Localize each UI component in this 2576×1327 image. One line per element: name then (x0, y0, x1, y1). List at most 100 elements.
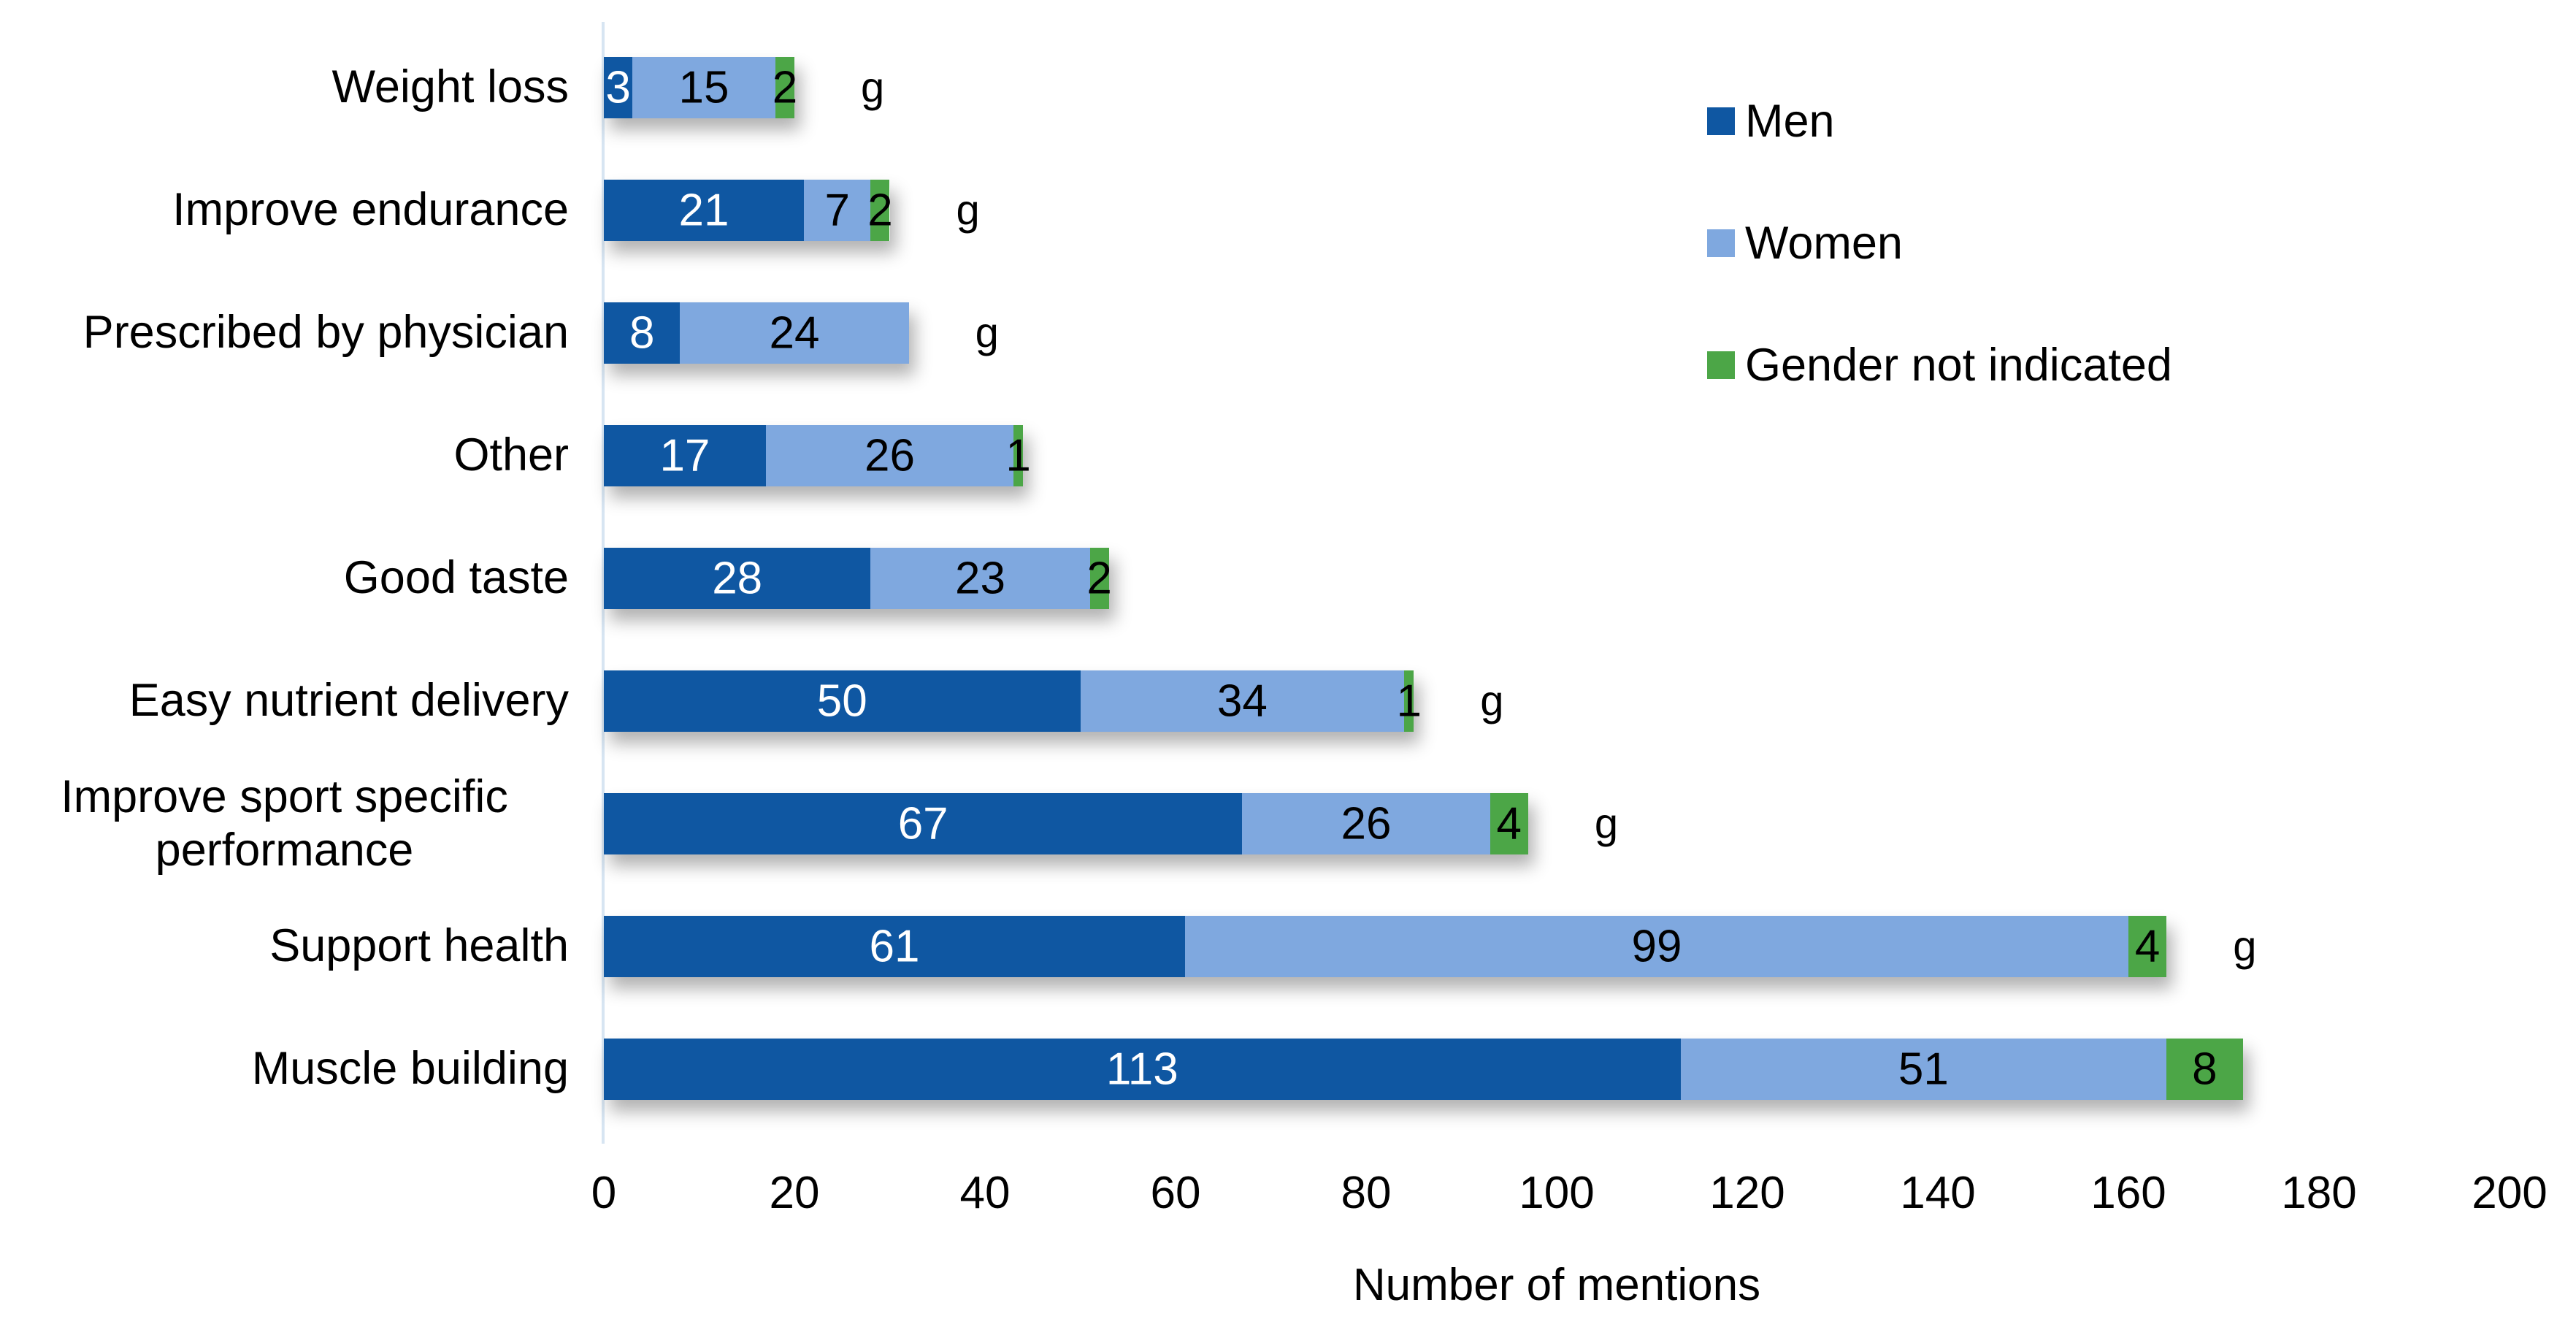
significance-note: g (861, 64, 885, 112)
bar-segment-women: 7 (804, 180, 871, 241)
segment-value: 113 (1105, 1044, 1178, 1095)
x-tick-label: 160 (2090, 1168, 2166, 1218)
bar-row-prescribed-by-physician: Prescribed by physician 8 24 g (0, 272, 2576, 394)
bar-row-support-health: Support health 61 99 4 g (0, 885, 2576, 1008)
bar-segment-gender-not-indicated: 2 (1086, 548, 1112, 609)
category-label: Improve sport specific performance (61, 770, 508, 876)
category-label: Easy nutrient delivery (129, 675, 569, 727)
segment-value: 51 (1898, 1044, 1949, 1095)
x-axis-title: Number of mentions (1352, 1260, 1761, 1310)
bar-segment-women: 24 (680, 302, 909, 364)
bar-segment-gender-not-indicated: 8 (2166, 1039, 2243, 1100)
segment-value: 99 (1631, 921, 1682, 972)
segment-value: 4 (1496, 798, 1522, 849)
legend-label: Women (1745, 218, 1903, 269)
segment-value: 2 (772, 62, 798, 113)
segment-value: 61 (869, 921, 920, 972)
segment-value: 17 (659, 430, 710, 481)
bar-segment-men: 61 (604, 916, 1186, 977)
bar-row-other: Other 17 26 1 (0, 394, 2576, 517)
bar-segment-women: 26 (765, 425, 1014, 486)
stacked-bar: 67 26 4 (604, 793, 1528, 854)
bar-segment-women: 99 (1185, 916, 2128, 977)
bar-track: 61 99 4 g (604, 885, 2510, 1008)
x-tick-label: 140 (1900, 1168, 1976, 1218)
segment-value: 15 (678, 62, 729, 113)
legend-item-women: Women (1707, 217, 2172, 269)
segment-value: 26 (1341, 798, 1392, 849)
bar-segment-women: 34 (1080, 670, 1405, 732)
bar-track: 3 15 2 g (604, 26, 2510, 149)
segment-value: 28 (712, 553, 763, 604)
segment-value: 3 (605, 62, 631, 113)
bar-segment-gender-not-indicated: 2 (867, 180, 893, 241)
x-tick-label: 200 (2472, 1168, 2548, 1218)
legend: Men Women Gender not indicated (1707, 95, 2172, 391)
x-tick-label: 40 (959, 1168, 1011, 1218)
legend-label: Men (1745, 96, 1835, 147)
bar-track: 67 26 4 g (604, 762, 2510, 885)
bar-segment-men: 8 (604, 302, 681, 364)
stacked-bar: 61 99 4 (604, 916, 2167, 977)
bar-segment-men: 3 (604, 57, 633, 118)
x-tick-label: 80 (1341, 1168, 1392, 1218)
bar-segment-gender-not-indicated: 4 (1490, 793, 1528, 854)
bar-segment-gender-not-indicated: 1 (1005, 425, 1031, 486)
bar-segment-men: 21 (604, 180, 805, 241)
segment-value: 8 (629, 307, 655, 359)
bar-segment-gender-not-indicated: 1 (1396, 670, 1422, 732)
bar-segment-men: 28 (604, 548, 871, 609)
category-label: Support health (269, 920, 569, 972)
stacked-bar: 50 34 1 (604, 670, 1422, 732)
bar-segment-men: 17 (604, 425, 766, 486)
significance-note: g (1594, 800, 1619, 848)
bar-segment-men: 113 (604, 1039, 1681, 1100)
stacked-bar: 3 15 2 (604, 57, 798, 118)
bar-row-muscle-building: Muscle building 113 51 8 (0, 1008, 2576, 1131)
bar-segment-women: 26 (1242, 793, 1490, 854)
segment-value: 67 (897, 798, 948, 849)
x-tick-label: 120 (1709, 1168, 1785, 1218)
segment-value: 50 (816, 676, 867, 727)
segment-value: 7 (824, 185, 850, 236)
significance-note: g (956, 186, 980, 234)
x-tick-label: 100 (1519, 1168, 1595, 1218)
bar-track: 50 34 1 g (604, 640, 2510, 762)
bar-row-good-taste: Good taste 28 23 2 (0, 517, 2576, 640)
legend-swatch-men (1707, 107, 1735, 135)
stacked-bar: 17 26 1 (604, 425, 1031, 486)
category-label: Prescribed by physician (83, 307, 569, 359)
bar-row-easy-nutrient-delivery: Easy nutrient delivery 50 34 1 g (0, 640, 2576, 762)
bar-segment-gender-not-indicated: 2 (772, 57, 798, 118)
bar-track: 21 7 2 g (604, 149, 2510, 272)
segment-value: 21 (678, 185, 729, 236)
legend-label: Gender not indicated (1745, 340, 2172, 391)
segment-value: 1 (1396, 676, 1422, 727)
legend-item-men: Men (1707, 95, 2172, 148)
bar-row-improve-endurance: Improve endurance 21 7 2 g (0, 149, 2576, 272)
category-label: Muscle building (251, 1043, 569, 1095)
legend-swatch-gender-not-indicated (1707, 351, 1735, 379)
bar-track: 8 24 g (604, 272, 2510, 394)
bar-segment-women: 23 (870, 548, 1090, 609)
significance-note: g (975, 309, 999, 357)
x-tick-label: 20 (769, 1168, 820, 1218)
x-tick-label: 0 (591, 1168, 617, 1218)
bar-segment-women: 15 (632, 57, 775, 118)
bar-track: 28 23 2 (604, 517, 2510, 640)
segment-value: 2 (1086, 553, 1112, 604)
significance-note: g (2233, 922, 2257, 971)
significance-note: g (1480, 677, 1504, 725)
segment-value: 24 (769, 307, 820, 359)
segment-value: 2 (867, 185, 893, 236)
segment-value: 4 (2134, 921, 2161, 972)
x-tick-label: 180 (2281, 1168, 2357, 1218)
bar-rows: Weight loss 3 15 2 g Improve endurance 21 7 2 g Pr… (0, 26, 2576, 1131)
stacked-bar: 8 24 (604, 302, 909, 364)
segment-value: 34 (1216, 676, 1268, 727)
legend-item-gender-not-indicated: Gender not indicated (1707, 339, 2172, 391)
segment-value: 8 (2192, 1044, 2217, 1095)
x-axis-tick-labels: 0 20 40 60 80 100 120 140 160 180 200 (591, 1167, 2548, 1220)
segment-value: 1 (1005, 430, 1031, 481)
